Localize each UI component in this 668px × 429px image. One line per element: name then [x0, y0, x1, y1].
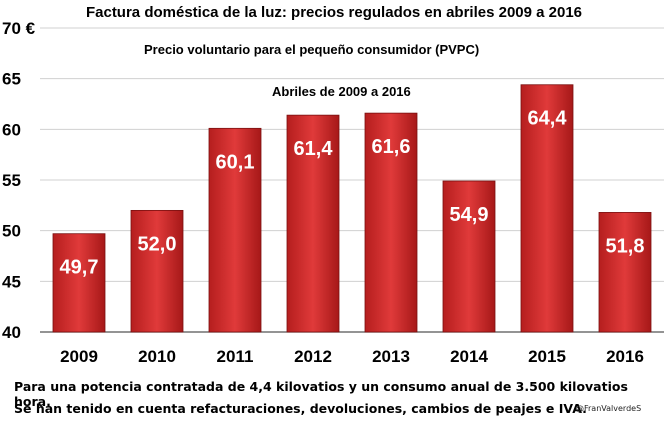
bars — [52, 84, 652, 333]
bar-2009 — [52, 233, 106, 333]
y-tick-label: 70 € — [2, 19, 36, 38]
x-tick-label: 2015 — [528, 347, 566, 366]
y-tick-label: 40 — [2, 323, 21, 342]
bar-2016 — [598, 212, 652, 333]
bar-2015 — [520, 84, 574, 333]
data-label: 49,7 — [60, 257, 99, 279]
x-tick-label: 2013 — [372, 347, 410, 366]
data-labels: 49,7 52,0 60,1 61,4 61,6 54,9 64,4 51,8 — [60, 108, 645, 279]
bar-2013 — [364, 112, 418, 333]
x-tick-label: 2016 — [606, 347, 644, 366]
bar-2014 — [442, 180, 496, 333]
data-label: 60,1 — [216, 151, 255, 173]
credit-handle: @FranValverdeS — [576, 404, 642, 413]
y-axis-ticks: 40 45 50 55 60 65 70 € — [2, 19, 36, 342]
x-tick-label: 2010 — [138, 347, 176, 366]
data-label: 51,8 — [606, 235, 645, 257]
x-tick-label: 2009 — [60, 347, 98, 366]
x-axis-ticks: 2009 2010 2011 2012 2013 2014 2015 2016 — [60, 347, 644, 366]
chart-title: Factura doméstica de la luz: precios reg… — [85, 4, 583, 21]
bar-2012 — [286, 114, 340, 333]
y-tick-label: 60 — [2, 120, 21, 139]
y-tick-label: 55 — [2, 171, 21, 190]
data-label: 52,0 — [138, 233, 177, 255]
data-label: 61,6 — [372, 136, 411, 158]
footnote-line-1: Para una potencia contratada de 4,4 kilo… — [14, 379, 628, 409]
data-label: 61,4 — [294, 138, 334, 160]
x-tick-label: 2011 — [217, 347, 254, 366]
data-label: 54,9 — [450, 204, 489, 226]
y-tick-label: 65 — [2, 70, 21, 89]
x-tick-label: 2012 — [294, 347, 332, 366]
y-tick-label: 50 — [2, 222, 21, 241]
footnote-line-2: Se han tenido en cuenta refacturaciones,… — [14, 401, 587, 416]
x-tick-label: 2014 — [450, 347, 488, 366]
bar-2010 — [130, 209, 184, 333]
y-tick-label: 45 — [2, 272, 21, 291]
chart-annotation: Abriles de 2009 a 2016 — [272, 84, 411, 99]
data-label: 64,4 — [528, 108, 568, 130]
chart-subtitle: Precio voluntario para el pequeño consum… — [144, 42, 480, 57]
bar-2011 — [208, 127, 262, 333]
